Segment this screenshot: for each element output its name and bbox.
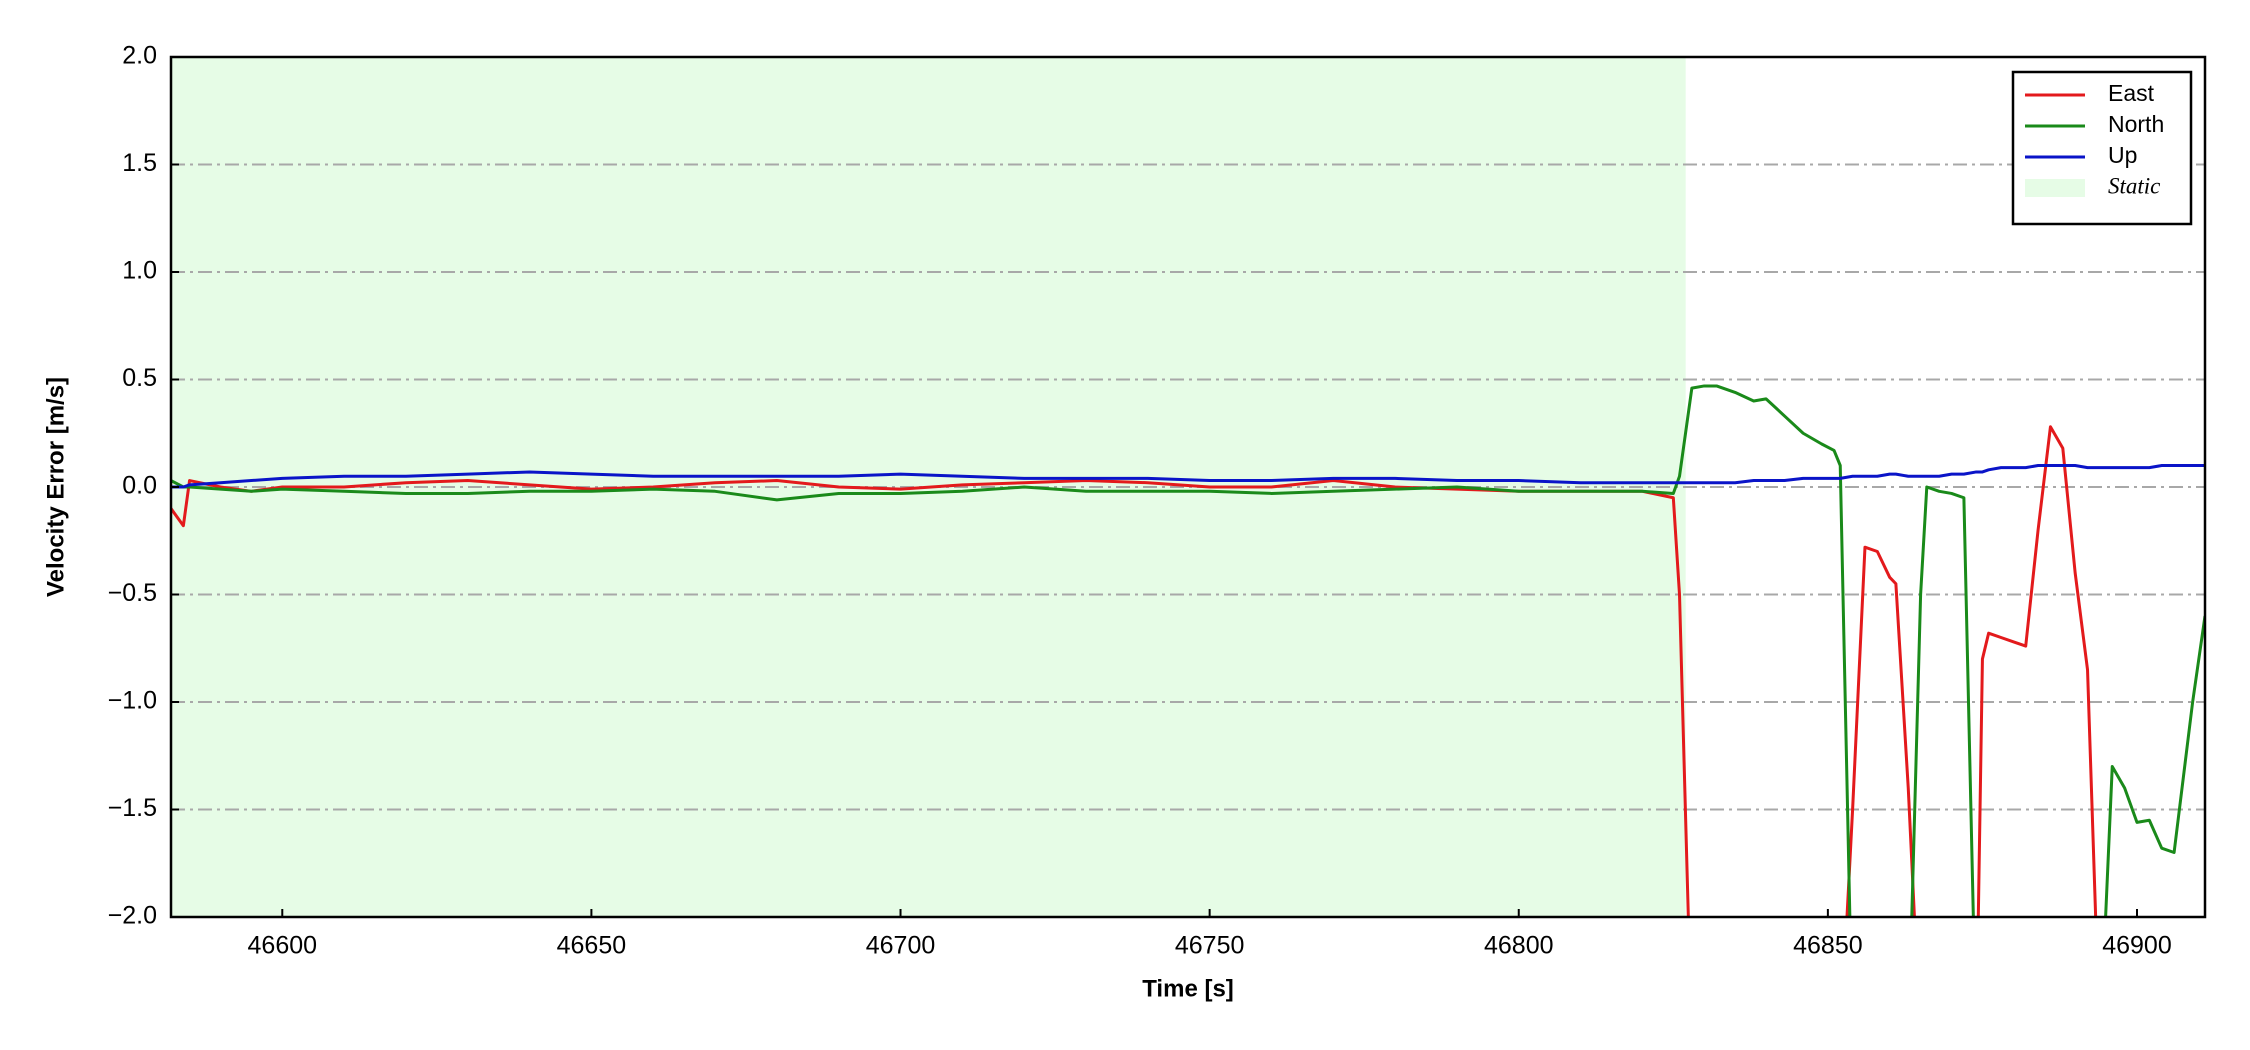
y-tick-label: −0.5 [108,579,157,607]
line-layer [171,384,2205,917]
y-tick-label: 1.0 [122,257,157,285]
x-tick-label: 46600 [248,932,318,960]
y-tick-label: −1.5 [108,794,157,822]
series-line [171,464,2205,489]
y-tick-label: 2.0 [122,42,157,70]
axes-layer: −2.0 −1.5 −1.0 −0.5 0.0 0.5 1.0 1.5 2.0 46600 4665… [108,42,2172,960]
y-tick-label: 1.5 [122,149,157,177]
legend: East North Up Static [2011,70,2193,226]
x-tick-label: 46700 [866,932,936,960]
legend-label: Up [2108,142,2137,168]
series-line [171,384,2205,917]
x-tick-label: 46850 [1793,932,1863,960]
y-tick-label: −2.0 [108,902,157,930]
legend-box [2011,70,2193,226]
legend-label: East [2108,80,2155,106]
y-tick-label: 0.5 [122,364,157,392]
legend-swatch [2025,179,2085,197]
legend-label: Static [2108,173,2160,198]
x-tick-label: 46750 [1175,932,1245,960]
series-line [171,425,2098,917]
y-tick-label: −1.0 [108,687,157,715]
x-tick-label: 46800 [1484,932,1554,960]
legend-label: North [2108,111,2164,137]
x-axis-label: Time [s] [1142,975,1234,1002]
x-tick-label: 46650 [557,932,627,960]
y-tick-label: 0.0 [122,472,157,500]
y-axis-label: Velocity Error [m/s] [42,377,69,597]
x-tick-label: 46900 [2102,932,2172,960]
